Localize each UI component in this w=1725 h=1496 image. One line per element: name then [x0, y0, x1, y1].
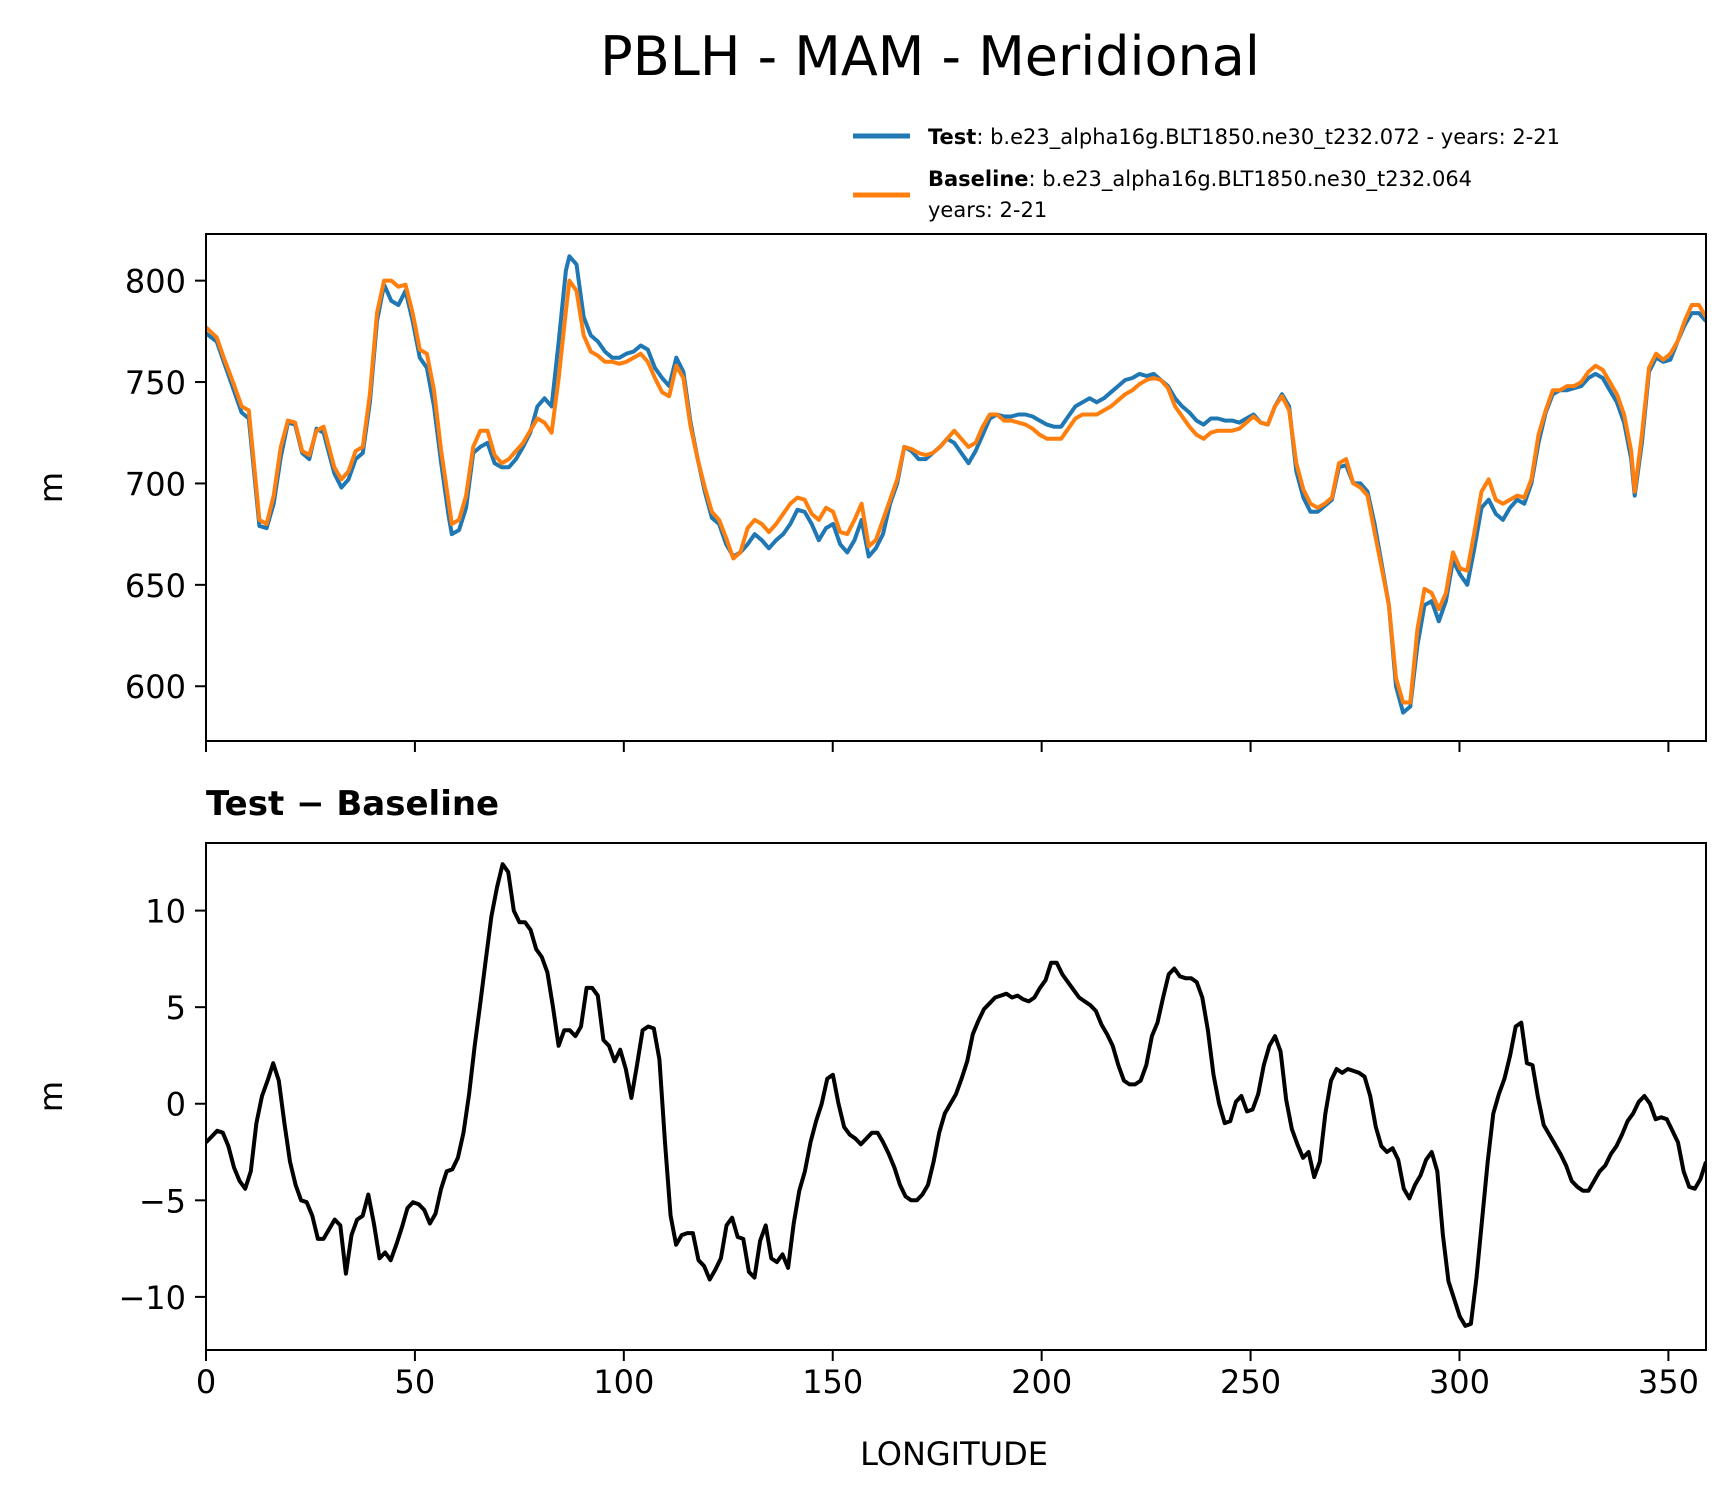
top-ytick-label: 700	[125, 465, 186, 503]
bottom-ytick-label: 5	[166, 989, 186, 1027]
series-line-test-baseline	[206, 862, 1706, 1328]
series-line-baseline	[206, 278, 1706, 705]
xtick-label: 250	[1220, 1363, 1281, 1401]
bottom-ylabel: m	[32, 1081, 70, 1112]
top-ylabel: m	[32, 472, 70, 503]
legend: Test: b.e23_alpha16g.BLT1850.ne30_t232.0…	[853, 125, 1560, 222]
top-ytick-label: 650	[125, 567, 186, 605]
xtick-label: 0	[196, 1363, 216, 1401]
bottom-xticks: 0 50 100 150 200 250 300 350	[196, 1350, 1699, 1401]
xtick-label: 200	[1011, 1363, 1072, 1401]
bottom-panel-title: Test − Baseline	[206, 784, 499, 824]
bottom-ytick-label: 0	[166, 1086, 186, 1124]
xtick-label: 150	[802, 1363, 863, 1401]
x-axis-label: LONGITUDE	[860, 1435, 1048, 1473]
legend-desc2-baseline: years: 2-21	[928, 198, 1047, 222]
bottom-yticks: 10 5 0 −5 −10	[118, 893, 206, 1317]
top-yticks: 600 650 700 750 800	[125, 263, 206, 706]
top-ytick-label: 750	[125, 364, 186, 402]
legend-name-baseline: Baseline	[928, 167, 1029, 191]
series-line-test	[206, 254, 1706, 715]
legend-label-test: Test: b.e23_alpha16g.BLT1850.ne30_t232.0…	[928, 125, 1560, 150]
xtick-label: 300	[1429, 1363, 1490, 1401]
top-series	[206, 254, 1706, 715]
bottom-ytick-label: −10	[118, 1279, 186, 1317]
bottom-ytick-label: −5	[139, 1182, 186, 1220]
top-xticks	[205, 741, 1670, 752]
top-panel: 600 650 700 750 800 m	[32, 233, 1707, 752]
legend-desc-test: : b.e23_alpha16g.BLT1850.ne30_t232.072 -…	[976, 125, 1560, 150]
xtick-label: 100	[593, 1363, 654, 1401]
bottom-series	[206, 862, 1706, 1328]
legend-label-baseline: Baseline: b.e23_alpha16g.BLT1850.ne30_t2…	[928, 167, 1472, 192]
xtick-label: 350	[1638, 1363, 1699, 1401]
bottom-plot-frame	[205, 842, 1707, 1351]
top-ytick-label: 800	[125, 263, 186, 301]
top-plot-frame	[205, 233, 1707, 742]
top-ytick-label: 600	[125, 668, 186, 706]
legend-desc-baseline: : b.e23_alpha16g.BLT1850.ne30_t232.064	[1029, 167, 1473, 192]
xtick-label: 50	[395, 1363, 436, 1401]
bottom-ytick-label: 10	[145, 893, 186, 931]
chart-title: PBLH - MAM - Meridional	[600, 25, 1260, 88]
legend-name-test: Test	[928, 125, 976, 149]
